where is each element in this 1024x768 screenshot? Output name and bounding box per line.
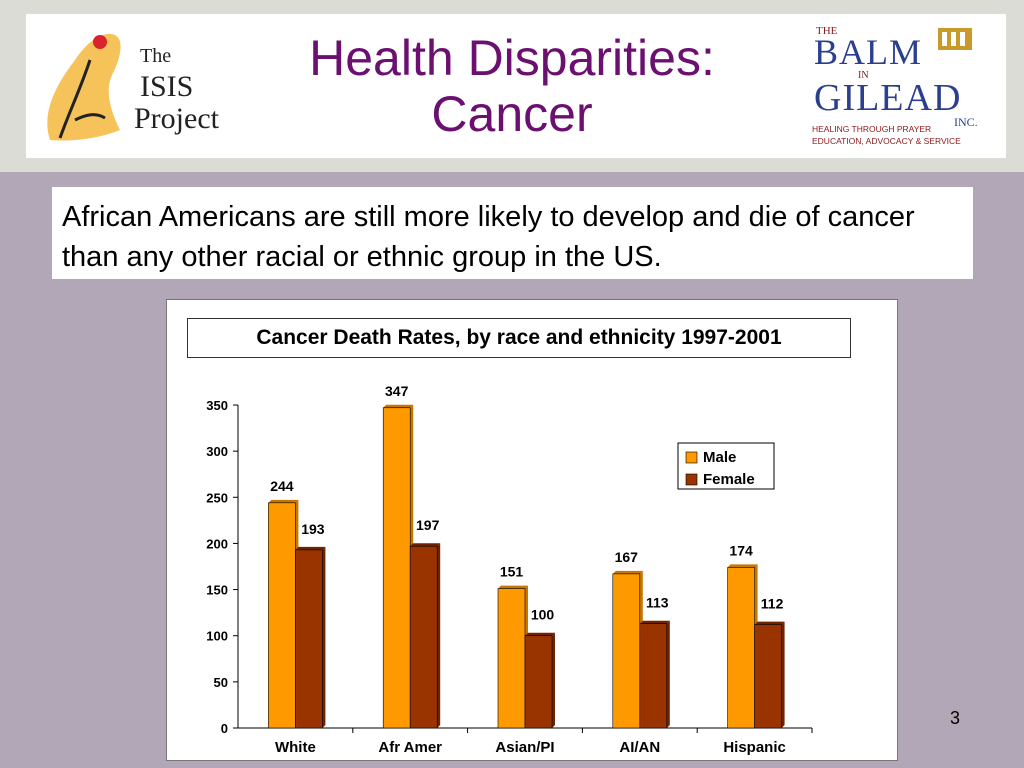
- legend-label-female: Female: [703, 471, 755, 488]
- y-tick-label: 100: [206, 629, 228, 644]
- x-tick-label: Asian/PI: [495, 739, 554, 756]
- isis-logo-text-1: The: [140, 45, 171, 67]
- data-label: 100: [531, 607, 555, 623]
- intro-text: African Americans are still more likely …: [62, 201, 915, 273]
- bar-female: [639, 623, 668, 729]
- balm-logo-tagline-1: HEALING THROUGH PRAYER: [812, 124, 931, 134]
- bar-chart: 0 50 100 150 200 250 300 350 White 244 193 Afr Amer…: [206, 383, 813, 756]
- legend-swatch-male: [685, 451, 698, 464]
- bar-male: [497, 588, 526, 729]
- isis-sun-icon: [93, 35, 107, 49]
- bar-female: [409, 545, 438, 729]
- slide-title: Health Disparities: Cancer: [262, 30, 762, 142]
- bar-top: [525, 632, 555, 636]
- bar-side: [322, 546, 326, 728]
- data-label: 167: [615, 549, 639, 565]
- legend-label-male: Male: [703, 449, 736, 466]
- bar-male: [612, 573, 641, 729]
- data-label: 112: [761, 596, 784, 612]
- isis-project-logo: The ISIS Project: [47, 34, 220, 141]
- bar-top: [383, 404, 414, 408]
- bar-male: [382, 407, 411, 729]
- y-tick-label: 150: [206, 583, 228, 598]
- isis-figure-shape: [47, 34, 121, 141]
- data-label: 151: [500, 564, 524, 580]
- data-label: 347: [385, 383, 409, 399]
- balm-logo-inc: INC.: [954, 115, 978, 129]
- bar-male: [727, 567, 755, 729]
- data-label: 193: [301, 521, 325, 537]
- header-box: [26, 14, 1006, 158]
- balm-logo-balm: BALM: [814, 32, 922, 72]
- data-label: 174: [729, 542, 753, 558]
- legend-swatch-female: [685, 473, 698, 486]
- bar-top: [639, 620, 670, 624]
- slide-title-line1: Health Disparities:: [309, 30, 715, 86]
- bar-top: [268, 499, 299, 503]
- bar-male: [268, 502, 296, 729]
- balm-logo-tagline-2: EDUCATION, ADVOCACY & SERVICE: [812, 136, 961, 146]
- x-tick-label: White: [275, 739, 316, 756]
- x-tick-label: Hispanic: [723, 739, 786, 756]
- bar-female: [295, 549, 323, 729]
- bar-top: [612, 570, 643, 574]
- balm-logo-in: IN: [858, 70, 869, 81]
- x-tick-label: Afr Amer: [378, 739, 442, 756]
- bar-top: [727, 564, 758, 568]
- balm-pattern-icon: [938, 28, 972, 50]
- bar-top: [754, 621, 785, 625]
- chart-title: Cancer Death Rates, by race and ethnicit…: [187, 318, 851, 358]
- bar-side: [437, 543, 441, 728]
- intro-box: African Americans are still more likely …: [52, 187, 973, 279]
- bar-female: [754, 624, 782, 729]
- data-label: 244: [270, 478, 294, 494]
- balm-logo-the: THE: [816, 25, 838, 37]
- y-tick-label: 300: [206, 444, 228, 459]
- y-tick-label: 200: [206, 536, 228, 551]
- slide-number: 3: [949, 708, 960, 728]
- isis-logo-text-2: ISIS: [140, 70, 193, 103]
- data-label: 113: [646, 595, 669, 611]
- bar-top: [295, 546, 326, 550]
- bar-side: [552, 632, 555, 728]
- y-tick-label: 0: [221, 721, 228, 736]
- y-tick-label: 250: [206, 490, 228, 505]
- bar-side: [666, 620, 670, 728]
- bar-female: [524, 635, 553, 729]
- isis-figure-line: [58, 59, 106, 139]
- y-tick-label: 350: [206, 398, 228, 413]
- bar-side: [781, 621, 785, 728]
- x-tick-label: AI/AN: [619, 739, 660, 756]
- y-tick-label: 50: [214, 675, 228, 690]
- data-label: 197: [416, 517, 440, 533]
- balm-in-gilead-logo: THE BALM IN GILEAD INC. HEALING THROUGH …: [812, 25, 978, 146]
- slide-title-line2: Cancer: [431, 86, 593, 142]
- bar-top: [498, 585, 528, 589]
- balm-logo-gilead: GILEAD: [814, 77, 961, 119]
- isis-logo-text-3: Project: [134, 102, 220, 135]
- bar-top: [410, 543, 441, 547]
